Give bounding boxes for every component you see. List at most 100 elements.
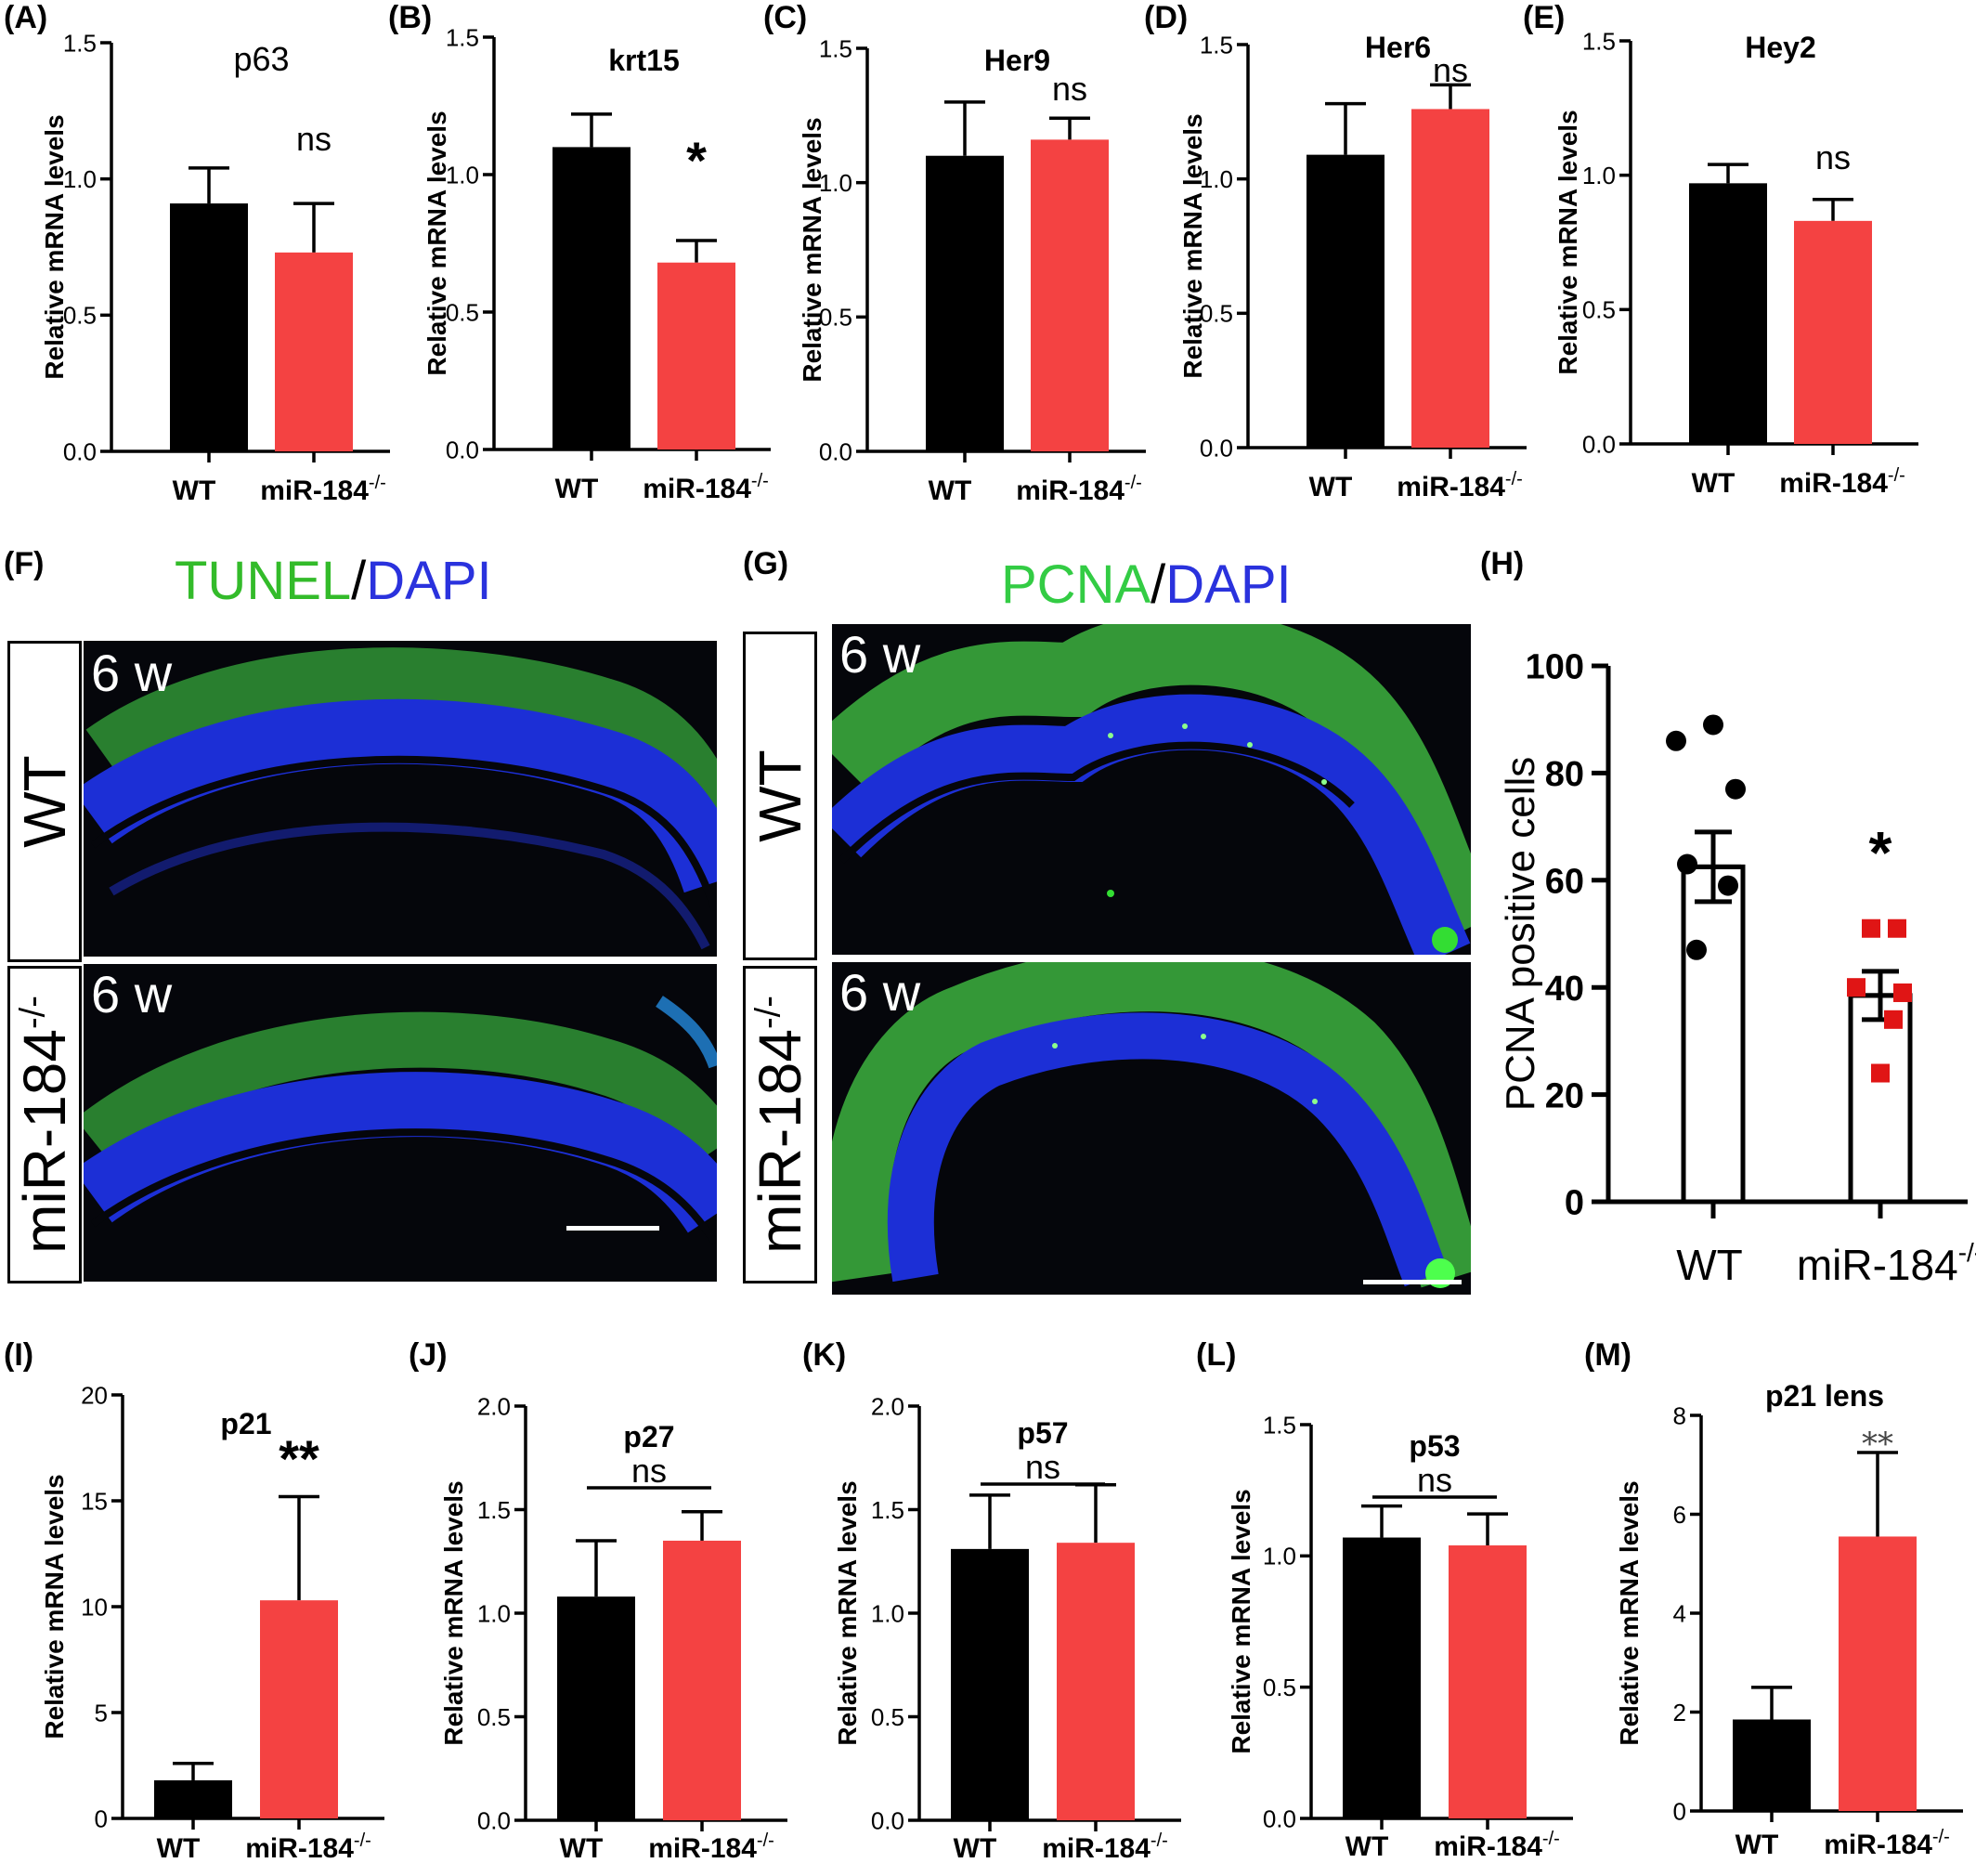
dapi-label: DAPI	[366, 551, 492, 611]
panel-letter-g: (G)	[743, 546, 789, 581]
stain-separator: /	[1150, 554, 1166, 615]
data-point-wt	[1725, 778, 1746, 800]
significance-label: **	[279, 1429, 319, 1488]
tunel-label: TUNEL	[175, 551, 352, 611]
y-tick-label: 1.0	[446, 161, 479, 189]
y-axis-label: Relative mRNA levels	[798, 117, 826, 382]
category-label-ko: miR-184-/-	[1824, 1827, 1950, 1860]
dapi-label: DAPI	[1165, 554, 1292, 615]
panel-letter-d: (D)	[1144, 0, 1189, 35]
y-tick-label: 0.5	[477, 1703, 511, 1731]
panel-letter-f: (F)	[4, 546, 45, 581]
chart-a: 0.0 0.5 1.0 1.5 Relative mRNA levels p63 ns WT m…	[40, 29, 390, 506]
category-label-main: miR-184	[1397, 472, 1505, 502]
category-label-main: miR-184	[260, 476, 369, 506]
bar-ko	[1848, 993, 1913, 1205]
category-label-wt: WT	[954, 1833, 997, 1864]
age-label: 6 w	[91, 965, 173, 1023]
y-tick-label: 1.0	[477, 1599, 511, 1627]
panel-letter-b: (B)	[388, 0, 433, 35]
category-label-wt: WT	[1736, 1830, 1779, 1860]
y-tick-label: 15	[81, 1487, 108, 1515]
panel-letter-a: (A)	[4, 0, 48, 35]
y-tick-label: 1.5	[819, 34, 852, 62]
bar-ko	[1031, 139, 1109, 451]
category-label-wt: WT	[1346, 1831, 1389, 1862]
data-point-ko	[1847, 978, 1866, 997]
chart-k: 0.0 0.5 1.0 1.5 2.0 Relative mRNA levels p57ns…	[833, 1392, 1181, 1864]
chart-i: 0 5 10 15 20 Relative mRNA levels p21** WT miR-1…	[40, 1381, 384, 1864]
data-point-ko	[1893, 983, 1912, 1002]
category-label-sup: -/-	[354, 1830, 371, 1851]
micrograph-tunel-wt: 6 w	[84, 641, 717, 957]
panel-letter-j: (J)	[409, 1337, 448, 1373]
bar-ko	[1839, 1536, 1917, 1811]
panel-f-stain-title: TUNEL/DAPI	[175, 550, 492, 612]
plexiform-layer	[90, 755, 717, 912]
y-tick-label: 0.0	[63, 437, 97, 465]
row-label-main: miR-184	[747, 1029, 813, 1254]
row-label-main: miR-184	[11, 1029, 78, 1254]
panel-letter-k: (K)	[802, 1337, 847, 1373]
bar-wt	[1343, 1537, 1421, 1818]
significance-label: ns	[1052, 70, 1087, 108]
chart-title: p63	[233, 40, 289, 78]
y-tick-label: 0.5	[1200, 300, 1233, 328]
bar-ko	[1449, 1545, 1527, 1818]
pcna-dot	[1107, 890, 1114, 897]
age-label: 6 w	[91, 644, 173, 702]
category-label-sup: -/-	[369, 473, 386, 493]
category-label-ko: miR-184-/-	[245, 1830, 371, 1864]
age-label: 6 w	[839, 963, 921, 1022]
stain-separator: /	[351, 551, 367, 611]
bar-wt	[557, 1596, 635, 1820]
y-tick-label: 0.0	[446, 436, 479, 463]
chart-h: 0 20 40 60 80 100 PCNA positive cells * WT miR-18…	[1498, 648, 1976, 1289]
y-tick-label: 1.5	[477, 1496, 511, 1524]
epithelium-green-band	[85, 647, 717, 828]
category-label-main: miR-184	[643, 474, 751, 504]
significance-label: *	[686, 131, 707, 189]
category-label-ko: miR-184-/-	[1434, 1829, 1560, 1862]
y-tick-label: 100	[1526, 648, 1584, 687]
y-tick-label: 1.0	[1582, 162, 1616, 189]
epithelium-green-band	[84, 1011, 717, 1166]
chart-title: p21	[220, 1407, 271, 1440]
row-label-ko-f: miR-184-/-	[7, 966, 82, 1283]
chart-title: Her9	[984, 44, 1050, 77]
y-tick-label: 5	[95, 1699, 108, 1726]
y-tick-label: 1.0	[1200, 165, 1233, 193]
nuclear-blue-band	[832, 694, 1471, 955]
category-label-sup: -/-	[757, 1830, 774, 1851]
row-label-text: miR-184-/-	[746, 996, 814, 1254]
pcna-dot	[1312, 1099, 1318, 1104]
y-axis-label: Relative mRNA levels	[439, 1480, 468, 1745]
significance-label: ns	[1433, 51, 1468, 89]
y-tick-label: 1.5	[63, 29, 97, 57]
panel-letter-h: (H)	[1480, 546, 1525, 581]
y-tick-label: 1.0	[871, 1599, 904, 1627]
y-tick-label: 1.5	[871, 1496, 904, 1524]
significance-label: ns	[1417, 1461, 1452, 1499]
data-point-wt	[1677, 853, 1697, 875]
y-tick-label: 60	[1545, 862, 1584, 901]
scale-bar	[1363, 1280, 1462, 1284]
chart-b: 0.0 0.5 1.0 1.5 Relative mRNA levels krt15 * WT…	[422, 23, 771, 504]
category-label-main: miR-184	[1016, 476, 1124, 506]
y-axis-label: PCNA positive cells	[1498, 757, 1543, 1111]
nuclear-blue-band	[887, 1012, 1449, 1287]
y-tick-label: 0.5	[1582, 296, 1616, 324]
panel-letter-l: (L)	[1196, 1337, 1237, 1373]
pcna-dot	[1182, 723, 1188, 729]
bar-wt	[1306, 154, 1384, 449]
y-tick-label: 1.5	[446, 23, 479, 51]
category-label-ko: miR-184-/-	[1779, 465, 1905, 499]
row-label-text: WT	[11, 755, 78, 848]
category-label-wt: WT	[173, 476, 216, 506]
data-point-ko	[1871, 1063, 1890, 1083]
panel-letter-e: (E)	[1523, 0, 1566, 35]
y-tick-label: 0.0	[1200, 434, 1233, 462]
